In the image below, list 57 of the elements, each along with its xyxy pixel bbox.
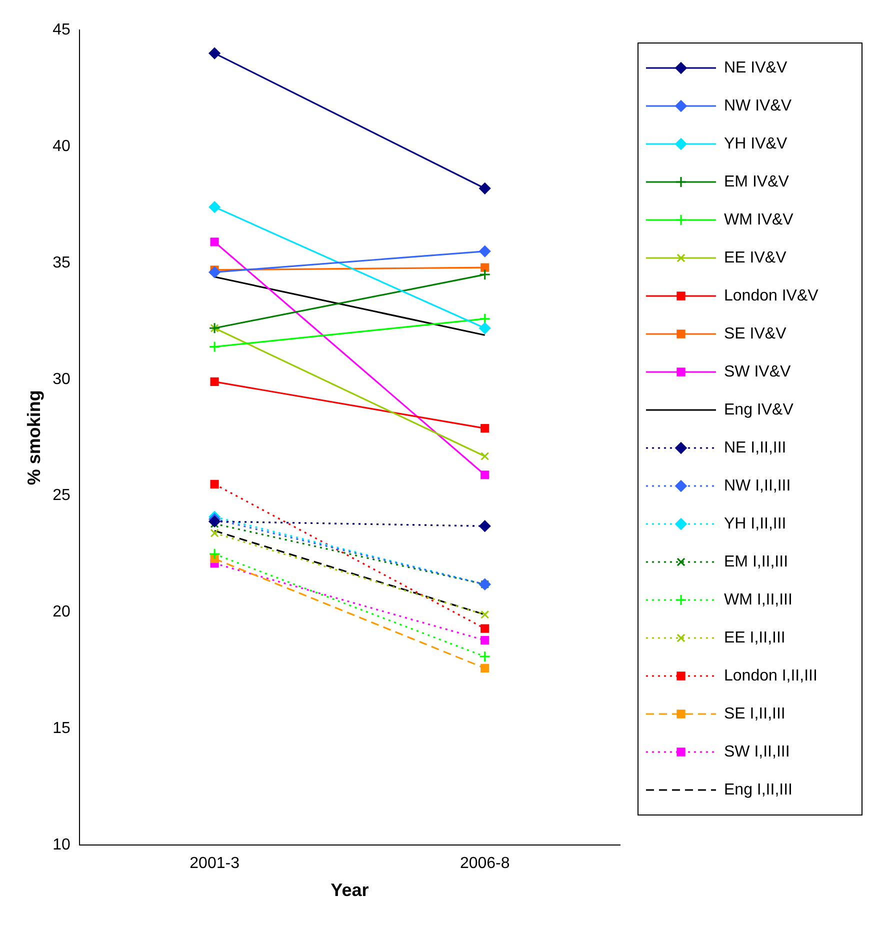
point	[208, 201, 220, 213]
point	[479, 322, 491, 334]
point	[479, 313, 491, 325]
point	[480, 664, 490, 672]
x-tick-label: 2006-8	[460, 855, 510, 872]
legend-label: NW I,II,III	[724, 477, 791, 494]
legend-label: YH I,II,III	[724, 515, 786, 532]
y-tick-label: 40	[52, 138, 70, 155]
legend-label: Eng IV&V	[724, 401, 794, 418]
point	[208, 341, 220, 353]
legend-label: London I,II,III	[724, 667, 818, 684]
x-tick-label: 2001-3	[190, 855, 240, 872]
legend-label: Eng I,II,III	[724, 781, 792, 798]
point	[479, 650, 491, 662]
y-tick-label: 15	[52, 720, 70, 738]
legend-label: WM I,II,III	[724, 591, 792, 608]
y-tick-label: 20	[52, 604, 70, 621]
legend-label: YH IV&V	[724, 135, 788, 152]
point	[480, 610, 490, 619]
point	[210, 480, 219, 488]
point	[208, 266, 220, 278]
point	[210, 377, 219, 386]
x-axis-title: Year	[330, 880, 369, 900]
point	[479, 520, 491, 532]
point	[208, 516, 220, 528]
legend-label: SE IV&V	[724, 325, 787, 342]
legend-label: NE I,II,III	[724, 439, 786, 456]
legend-label: EE I,II,III	[724, 629, 786, 646]
point	[480, 636, 490, 645]
point	[210, 238, 219, 246]
y-axis-title: % smoking	[24, 390, 44, 486]
legend-label: EM IV&V	[724, 173, 790, 190]
point	[479, 268, 491, 280]
point	[480, 424, 490, 433]
legend-label: EM I,II,III	[724, 553, 788, 570]
legend-label: NW IV&V	[724, 97, 792, 114]
point	[208, 548, 220, 560]
y-tick-label: 35	[52, 254, 70, 272]
legend-label: SW IV&V	[724, 363, 792, 380]
point	[480, 624, 490, 633]
legend-label: EE IV&V	[724, 249, 787, 266]
y-tick-label: 10	[52, 836, 70, 854]
legend-label: WM IV&V	[724, 211, 794, 228]
legend-label: London IV&V	[724, 287, 819, 304]
y-tick-label: 45	[52, 21, 70, 38]
legend-label: NE IV&V	[724, 59, 788, 76]
legend-label: SE I,II,III	[724, 705, 786, 722]
point	[480, 263, 490, 272]
y-tick-label: 30	[52, 370, 70, 388]
point	[210, 528, 219, 538]
point	[480, 470, 490, 480]
legend-label: SW I,II,III	[724, 743, 790, 760]
point	[479, 182, 491, 194]
point	[480, 452, 490, 461]
point	[208, 48, 220, 60]
y-tick-label: 25	[52, 487, 70, 504]
point	[479, 246, 491, 258]
